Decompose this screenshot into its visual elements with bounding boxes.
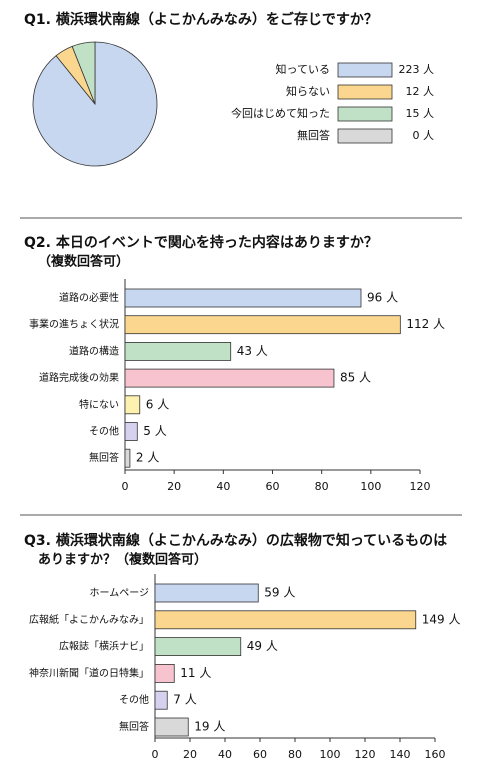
legend-swatch: [337, 106, 393, 122]
pie-slice: [71, 41, 96, 105]
x-tick-label: 100: [360, 480, 381, 493]
value-label: 112 人: [406, 317, 445, 331]
x-tick-label: 40: [216, 480, 230, 493]
bar: [154, 583, 259, 603]
value-label: 49 人: [247, 639, 278, 653]
category-label: 広報誌「横浜ナビ」: [59, 640, 149, 653]
x-tick-label: 120: [355, 748, 376, 761]
category-label: 道路完成後の効果: [39, 371, 119, 384]
category-label: 広報紙「よこかんみなみ」: [29, 613, 149, 626]
legend-value: 15 人: [406, 107, 435, 120]
bar: [154, 717, 189, 737]
chart-title: Q2. 本日のイベントで関心を持った内容はありますか？: [24, 234, 378, 251]
x-tick-label: 160: [425, 748, 446, 761]
category-label: 神奈川新聞「道の日特集」: [29, 666, 149, 679]
legend-label: 今回はじめて知った: [231, 106, 330, 120]
x-tick-label: 80: [288, 748, 302, 761]
x-tick-label: 100: [320, 748, 341, 761]
value-label: 5 人: [143, 424, 166, 438]
category-label: 特にない: [79, 399, 119, 411]
bar: [124, 315, 401, 335]
legend-value: 223 人: [399, 63, 435, 76]
x-tick-label: 20: [183, 748, 197, 761]
bar: [154, 610, 417, 630]
category-label: その他: [89, 425, 119, 438]
bar: [154, 637, 242, 656]
x-tick-label: 140: [390, 748, 411, 761]
value-label: 43 人: [237, 344, 268, 358]
x-tick-label: 0: [122, 480, 129, 493]
legend-swatch: [337, 62, 393, 78]
bar: [124, 448, 131, 468]
legend-value: 0 人: [413, 129, 435, 142]
category-label: その他: [119, 693, 149, 706]
legend-label: 知らない: [286, 84, 330, 98]
value-label: 6 人: [146, 397, 169, 411]
x-tick-label: 80: [315, 480, 329, 493]
chart-title: Q1. 横浜環状南線（よこかんみなみ）をご存じですか？: [24, 11, 378, 28]
value-label: 96 人: [367, 291, 398, 305]
legend-swatch: [337, 84, 393, 100]
category-label: 無回答: [89, 451, 119, 464]
bar: [154, 690, 168, 710]
x-tick-label: 120: [410, 480, 431, 493]
chart-subtitle: ありますか？（複数回答可）: [38, 552, 207, 568]
category-label: ホームページ: [90, 587, 150, 599]
x-tick-label: 20: [167, 480, 181, 493]
x-tick-label: 60: [253, 748, 267, 761]
value-label: 7 人: [173, 693, 196, 707]
bar: [124, 341, 232, 361]
bar: [154, 664, 175, 683]
bar: [124, 368, 335, 388]
category-label: 事業の進ちょく状況: [29, 318, 119, 331]
category-label: 無回答: [119, 720, 149, 733]
chart-subtitle: （複数回答可）: [38, 254, 129, 270]
x-tick-label: 0: [152, 748, 159, 761]
value-label: 11 人: [180, 666, 211, 680]
bar: [124, 288, 362, 308]
value-label: 85 人: [340, 371, 371, 385]
legend-label: 無回答: [297, 128, 330, 142]
value-label: 149 人: [422, 612, 461, 626]
chart-title: Q3. 横浜環状南線（よこかんみなみ）の広報物で知っているものは: [24, 532, 447, 549]
category-label: 道路の構造: [69, 344, 119, 357]
x-tick-label: 60: [266, 480, 280, 493]
legend-value: 12 人: [406, 85, 435, 98]
category-label: 道路の必要性: [59, 291, 119, 304]
value-label: 19 人: [194, 720, 225, 734]
bar: [124, 422, 138, 441]
value-label: 2 人: [136, 451, 159, 465]
legend-swatch: [337, 128, 393, 144]
bar: [124, 395, 141, 415]
x-tick-label: 40: [218, 748, 232, 761]
value-label: 59 人: [264, 586, 295, 600]
legend-label: 知っている: [276, 62, 330, 76]
